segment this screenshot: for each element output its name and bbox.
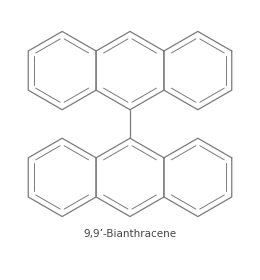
Text: 9,9’-Bianthracene: 9,9’-Bianthracene [83,229,177,239]
